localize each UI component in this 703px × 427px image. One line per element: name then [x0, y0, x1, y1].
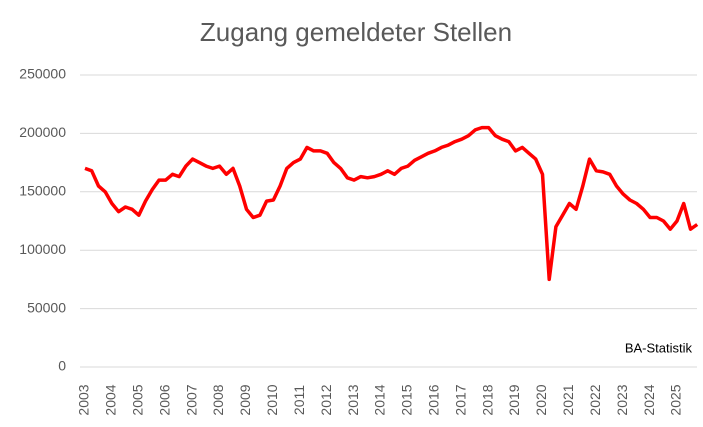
x-tick-label: 2025: [668, 384, 684, 415]
x-tick-label: 2013: [345, 384, 361, 415]
y-tick-label: 50000: [27, 299, 66, 315]
x-tick-label: 2006: [156, 384, 172, 415]
x-tick-label: 2012: [318, 384, 334, 415]
x-tick-label: 2024: [641, 384, 657, 415]
x-tick-label: 2020: [533, 384, 549, 415]
x-tick-label: 2007: [183, 384, 199, 415]
source-note: BA-Statistik: [625, 340, 693, 355]
data-line: [84, 125, 699, 282]
chart-title: Zugang gemeldeter Stellen: [200, 17, 512, 47]
x-tick-label: 2014: [372, 384, 388, 415]
x-tick-label: 2009: [237, 384, 253, 415]
y-tick-label: 150000: [19, 183, 66, 199]
x-tick-label: 2019: [506, 384, 522, 415]
x-tick-label: 2017: [452, 384, 468, 415]
x-tick-label: 2003: [76, 384, 92, 415]
x-tick-label: 2018: [479, 384, 495, 415]
x-tick-label: 2010: [264, 384, 280, 415]
x-tick-label: 2008: [210, 384, 226, 415]
y-tick-label: 200000: [19, 124, 66, 140]
x-tick-label: 2005: [130, 384, 146, 415]
y-tick-label: 250000: [19, 66, 66, 82]
x-tick-label: 2021: [560, 384, 576, 415]
x-tick-label: 2023: [614, 384, 630, 415]
y-tick-label: 0: [58, 358, 66, 374]
x-tick-label: 2016: [426, 384, 442, 415]
x-tick-label: 2022: [587, 384, 603, 415]
x-tick-label: 2015: [399, 384, 415, 415]
x-tick-label: 2011: [291, 385, 307, 415]
y-tick-label: 100000: [19, 241, 66, 257]
x-tick-label: 2004: [103, 384, 119, 415]
